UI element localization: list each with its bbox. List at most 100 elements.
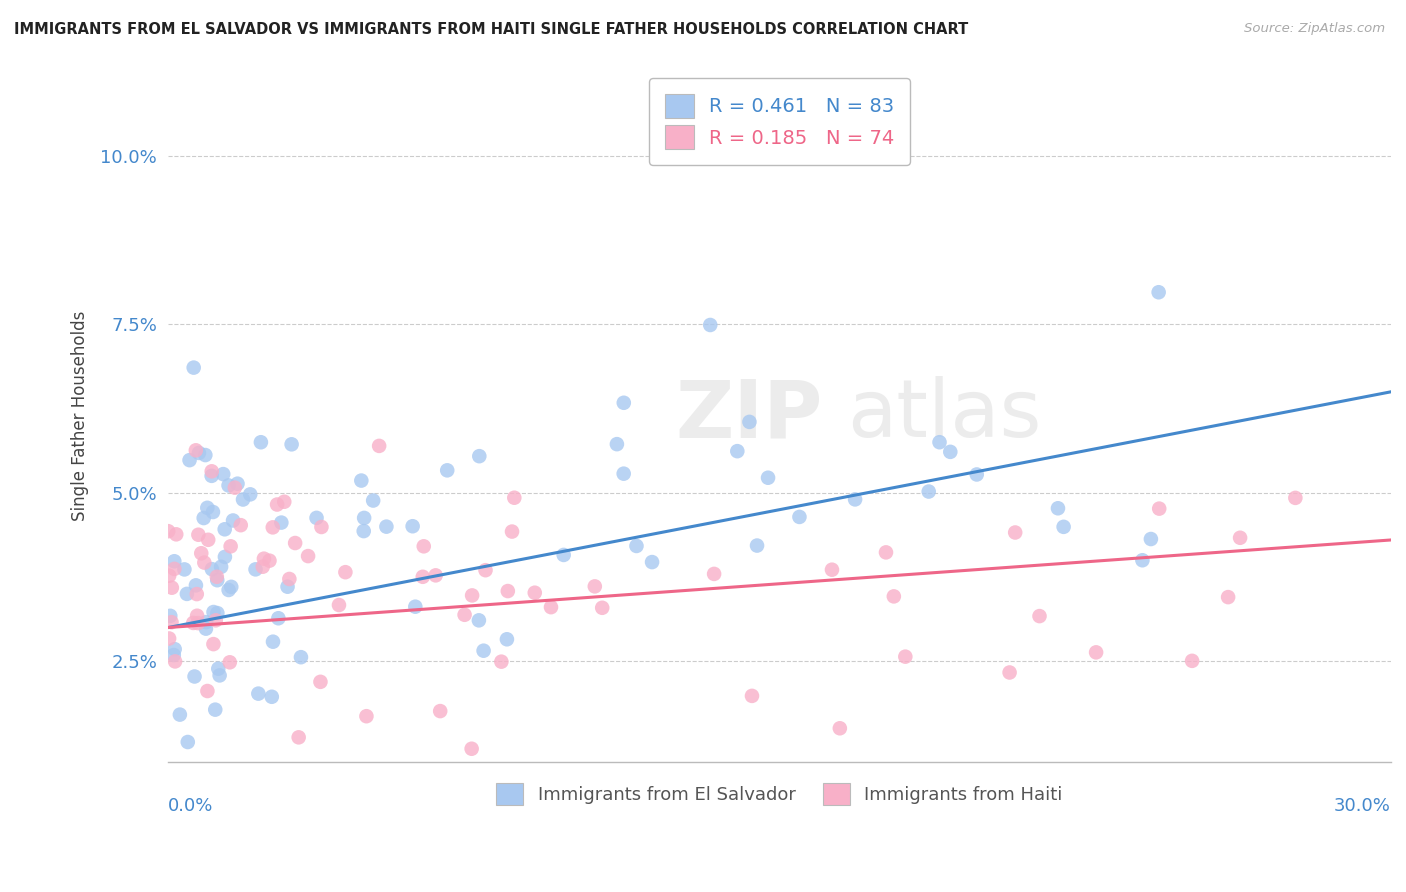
Point xyxy=(1046,501,1069,516)
Point xyxy=(472,643,495,657)
Point xyxy=(250,435,273,450)
Point xyxy=(894,649,917,664)
Point xyxy=(1147,285,1170,300)
Point xyxy=(745,539,768,553)
Point xyxy=(277,580,299,594)
Point xyxy=(789,510,811,524)
Point xyxy=(195,615,218,629)
Point xyxy=(183,360,205,375)
Text: 0.0%: 0.0% xyxy=(169,797,214,815)
Point xyxy=(401,519,423,533)
Point xyxy=(157,568,180,582)
Point xyxy=(229,518,252,533)
Point xyxy=(219,580,242,594)
Point xyxy=(741,689,763,703)
Point xyxy=(218,582,240,597)
Point xyxy=(207,606,229,620)
Text: ZIP: ZIP xyxy=(676,376,823,454)
Point xyxy=(247,687,270,701)
Point xyxy=(404,599,426,614)
Point xyxy=(197,684,219,698)
Point xyxy=(273,495,295,509)
Point xyxy=(305,511,328,525)
Point xyxy=(186,587,208,601)
Point xyxy=(368,439,391,453)
Point xyxy=(1052,520,1074,534)
Text: atlas: atlas xyxy=(846,376,1042,454)
Point xyxy=(375,519,398,533)
Point xyxy=(222,514,245,528)
Point xyxy=(169,707,191,722)
Point xyxy=(232,492,254,507)
Point xyxy=(163,642,186,657)
Point xyxy=(194,622,217,636)
Point xyxy=(468,449,491,463)
Point xyxy=(496,584,519,599)
Point xyxy=(540,600,562,615)
Point xyxy=(187,527,209,541)
Point xyxy=(160,581,183,595)
Point xyxy=(356,709,378,723)
Point xyxy=(928,435,950,450)
Point xyxy=(208,668,231,682)
Point xyxy=(412,539,434,553)
Point xyxy=(287,731,309,745)
Point xyxy=(157,632,180,646)
Point xyxy=(361,493,384,508)
Point xyxy=(165,527,187,541)
Point xyxy=(267,611,290,625)
Point xyxy=(163,648,186,662)
Point xyxy=(725,444,748,458)
Point xyxy=(183,669,205,683)
Point xyxy=(262,520,284,534)
Point xyxy=(226,476,249,491)
Point xyxy=(474,563,496,577)
Point xyxy=(425,568,447,582)
Y-axis label: Single Father Households: Single Father Households xyxy=(72,310,89,521)
Point xyxy=(756,471,779,485)
Point xyxy=(1085,645,1108,659)
Point xyxy=(201,562,224,576)
Point xyxy=(311,520,333,534)
Point xyxy=(1132,553,1154,567)
Point xyxy=(553,548,575,562)
Point xyxy=(245,562,267,576)
Point xyxy=(613,396,636,410)
Point xyxy=(193,511,215,525)
Point xyxy=(239,487,262,501)
Point xyxy=(193,556,215,570)
Point xyxy=(201,464,224,478)
Text: Source: ZipAtlas.com: Source: ZipAtlas.com xyxy=(1244,22,1385,36)
Point xyxy=(461,589,484,603)
Point xyxy=(204,703,226,717)
Point xyxy=(821,563,844,577)
Point xyxy=(918,484,941,499)
Point xyxy=(184,443,207,458)
Point xyxy=(436,463,458,477)
Point xyxy=(966,467,988,482)
Point xyxy=(591,600,613,615)
Point xyxy=(939,445,962,459)
Point xyxy=(1147,501,1170,516)
Point xyxy=(998,665,1021,680)
Point xyxy=(187,616,209,631)
Point xyxy=(1028,609,1050,624)
Point xyxy=(626,539,648,553)
Point xyxy=(606,437,628,451)
Point xyxy=(501,524,523,539)
Point xyxy=(828,721,851,735)
Point xyxy=(523,585,546,599)
Point xyxy=(252,559,274,574)
Point xyxy=(163,562,186,576)
Point xyxy=(195,500,218,515)
Point xyxy=(160,615,183,630)
Point xyxy=(1284,491,1306,505)
Point xyxy=(738,415,761,429)
Point xyxy=(641,555,664,569)
Point xyxy=(253,551,276,566)
Point xyxy=(262,634,284,648)
Point xyxy=(173,562,195,576)
Point xyxy=(214,549,236,564)
Point xyxy=(583,579,606,593)
Point xyxy=(328,598,350,612)
